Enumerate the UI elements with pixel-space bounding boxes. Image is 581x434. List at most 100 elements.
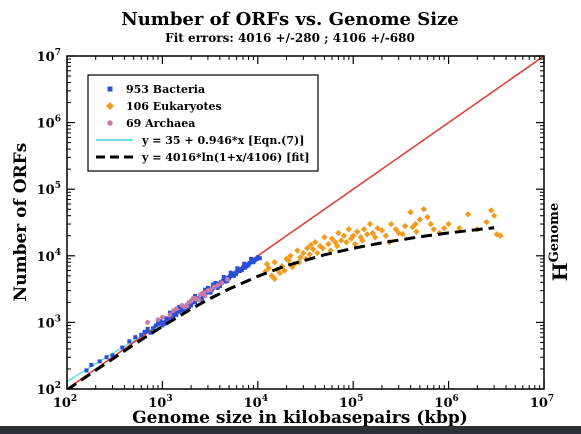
- x-axis-label: Genome size in kilobasepairs (kbp): [132, 408, 468, 428]
- x-tick-base-5: 10: [530, 396, 548, 411]
- point-1-29: [353, 228, 361, 235]
- y-axis-label: Number of ORFs: [11, 143, 31, 302]
- point-1-11: [297, 254, 304, 261]
- point-0-68: [213, 281, 218, 286]
- point-1-54: [483, 218, 490, 226]
- point-0-72: [228, 270, 233, 275]
- y-tick-exp-5: 7: [55, 48, 61, 58]
- point-2-21: [201, 290, 206, 296]
- point-1-55: [488, 207, 495, 214]
- point-1-70: [343, 239, 350, 246]
- point-0-11: [151, 326, 156, 331]
- plot-area: [67, 56, 544, 389]
- point-1-60: [276, 269, 283, 277]
- point-1-34: [369, 229, 376, 237]
- point-0-105: [162, 321, 167, 326]
- point-0-76: [242, 261, 247, 266]
- chart-title: Number of ORFs vs. Genome Size: [121, 9, 459, 30]
- point-0-62: [177, 305, 182, 310]
- point-0-18: [174, 310, 179, 315]
- y-tick-exp-0: 2: [55, 381, 61, 391]
- point-1-52: [464, 211, 472, 218]
- point-0-57: [247, 260, 252, 265]
- x-tick-exp-2: 4: [262, 394, 268, 404]
- x-tick-label-5: 107: [530, 394, 554, 411]
- point-0-94: [233, 272, 238, 277]
- legend-box: [87, 74, 319, 172]
- x-tick-label-3: 105: [339, 394, 363, 411]
- point-1-33: [366, 220, 374, 228]
- point-1-77: [427, 220, 434, 228]
- point-1-24: [338, 237, 345, 244]
- point-1-20: [325, 240, 332, 248]
- x-tick-exp-3: 5: [357, 394, 363, 404]
- point-2-18: [190, 295, 196, 301]
- point-0-19: [177, 309, 182, 314]
- point-0-91: [223, 279, 228, 284]
- point-1-72: [359, 237, 366, 244]
- point-2-12: [208, 287, 213, 293]
- legend-symbol-0: [107, 86, 113, 92]
- x-tick-base-0: 10: [53, 396, 71, 411]
- point-2-17: [186, 299, 192, 305]
- point-0-15: [164, 316, 169, 321]
- point-0-102: [145, 328, 150, 333]
- point-0-7: [133, 335, 138, 340]
- y-tick-base-5: 10: [37, 50, 55, 65]
- point-0-66: [203, 287, 208, 292]
- point-0-80: [160, 323, 165, 328]
- point-0-64: [193, 293, 198, 298]
- x-tick-base-4: 10: [434, 396, 452, 411]
- y-tick-label-4: 106: [37, 115, 61, 132]
- point-2-16: [181, 304, 187, 310]
- point-1-50: [445, 220, 452, 228]
- point-2-1: [155, 317, 161, 323]
- point-0-99: [255, 255, 260, 260]
- point-2-22: [215, 282, 221, 288]
- point-1-41: [401, 222, 409, 230]
- point-1-13: [304, 245, 311, 252]
- point-0-83: [174, 312, 179, 317]
- point-1-69: [334, 242, 341, 250]
- point-1-15: [309, 246, 317, 253]
- legend-symbol-1: [106, 102, 114, 110]
- point-0-104: [158, 318, 163, 323]
- point-0-14: [160, 320, 165, 325]
- point-2-19: [194, 297, 200, 302]
- y-tick-exp-3: 5: [55, 181, 61, 191]
- point-0-79: [251, 260, 256, 265]
- point-2-0: [145, 320, 151, 325]
- point-0-87: [205, 285, 210, 290]
- point-1-67: [319, 245, 326, 252]
- x-tick-base-1: 10: [148, 396, 166, 411]
- point-0-70: [221, 275, 226, 280]
- point-0-89: [215, 285, 220, 290]
- point-2-15: [170, 308, 176, 314]
- point-1-78: [441, 224, 448, 232]
- x-tick-label-2: 104: [244, 394, 268, 411]
- point-1-73: [371, 234, 379, 241]
- point-0-4: [110, 353, 115, 358]
- point-0-17: [171, 312, 176, 317]
- point-0-8: [139, 332, 144, 337]
- point-0-103: [148, 330, 153, 335]
- y-tick-label-1: 103: [37, 314, 61, 331]
- point-1-61: [281, 267, 288, 274]
- point-1-8: [287, 252, 294, 259]
- point-1-32: [363, 231, 371, 238]
- chart-subtitle: Fit errors: 4016 +/-280 ; 4106 +/-680: [165, 31, 415, 45]
- point-0-26: [193, 300, 198, 305]
- y-tick-base-3: 10: [37, 183, 55, 198]
- point-0-96: [242, 265, 247, 270]
- plot-frame: [66, 55, 545, 390]
- point-1-51: [456, 224, 463, 232]
- y-tick-label-2: 104: [37, 248, 61, 265]
- point-1-71: [352, 240, 359, 248]
- point-1-38: [387, 220, 395, 228]
- point-0-6: [127, 339, 132, 344]
- x-tick-base-3: 10: [339, 396, 357, 411]
- point-1-36: [378, 227, 386, 234]
- point-1-46: [420, 206, 428, 213]
- point-1-35: [374, 224, 381, 232]
